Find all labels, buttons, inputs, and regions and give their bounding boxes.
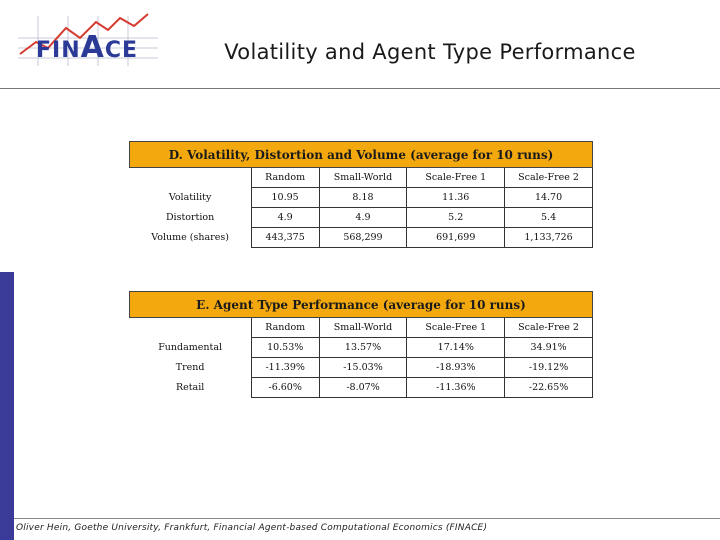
table-cell: -22.65% <box>504 377 593 398</box>
header-divider <box>0 88 720 89</box>
table-cell: 13.57% <box>318 337 408 358</box>
table-cell: 443,375 <box>250 227 320 248</box>
table-cell: 4.9 <box>250 207 320 228</box>
row-label: Trend <box>175 362 205 373</box>
row-label: Retail <box>175 382 205 393</box>
column-header: Small-World <box>318 167 408 188</box>
corner-cell <box>130 168 252 188</box>
table-cell: -8.07% <box>318 377 408 398</box>
table-row: Retail -6.60% -8.07% -11.36% -22.65% <box>130 377 593 398</box>
table-cell: 1,133,726 <box>504 227 593 248</box>
table-row: Volatility 10.95 8.18 11.36 14.70 <box>130 187 593 208</box>
table-cell: 4.9 <box>318 207 408 228</box>
agent-performance-table: E. Agent Type Performance (average for 1… <box>129 291 593 398</box>
footer-divider <box>14 518 720 519</box>
page-title: Volatility and Agent Type Performance <box>224 40 636 64</box>
corner-cell <box>130 318 252 338</box>
table-row: Trend -11.39% -15.03% -18.93% -19.12% <box>130 357 593 378</box>
table-cell: -11.39% <box>250 357 320 378</box>
finace-logo: FINACE <box>8 8 168 70</box>
table-caption: D. Volatility, Distortion and Volume (av… <box>129 141 593 168</box>
column-header: Scale-Free 2 <box>504 167 593 188</box>
table-cell: 10.95 <box>250 187 320 208</box>
table-cell: 17.14% <box>406 337 506 358</box>
table-cell: -11.36% <box>406 377 506 398</box>
column-header: Scale-Free 1 <box>406 317 506 338</box>
row-label: Volatility <box>168 192 212 203</box>
row-label: Distortion <box>165 212 215 223</box>
column-header: Small-World <box>318 317 408 338</box>
table-cell: 14.70 <box>504 187 593 208</box>
table-cell: 8.18 <box>318 187 408 208</box>
table-row: Distortion 4.9 4.9 5.2 5.4 <box>130 207 593 228</box>
logo-text: FINACE <box>36 30 139 65</box>
footer-credit: Oliver Hein, Goethe University, Frankfur… <box>16 523 488 533</box>
column-header: Scale-Free 2 <box>504 317 593 338</box>
table-cell: 10.53% <box>250 337 320 358</box>
column-header: Random <box>250 167 320 188</box>
table-row: Volume (shares) 443,375 568,299 691,699 … <box>130 227 593 248</box>
table-cell: -18.93% <box>406 357 506 378</box>
table-cell: -6.60% <box>250 377 320 398</box>
row-label: Fundamental <box>158 342 223 353</box>
column-header: Random <box>250 317 320 338</box>
table-row: Fundamental 10.53% 13.57% 17.14% 34.91% <box>130 337 593 358</box>
logo-graphic <box>18 13 158 66</box>
left-accent-bar <box>0 272 14 540</box>
column-header: Scale-Free 1 <box>406 167 506 188</box>
table-caption: E. Agent Type Performance (average for 1… <box>129 291 593 318</box>
table-cell: 691,699 <box>406 227 506 248</box>
row-label: Volume (shares) <box>151 232 229 243</box>
table-cell: 34.91% <box>504 337 593 358</box>
table-cell: 5.2 <box>406 207 506 228</box>
table-cell: 11.36 <box>406 187 506 208</box>
volatility-table: D. Volatility, Distortion and Volume (av… <box>129 141 593 248</box>
table-cell: 568,299 <box>318 227 408 248</box>
table-cell: -19.12% <box>504 357 593 378</box>
table-cell: -15.03% <box>318 357 408 378</box>
table-cell: 5.4 <box>504 207 593 228</box>
